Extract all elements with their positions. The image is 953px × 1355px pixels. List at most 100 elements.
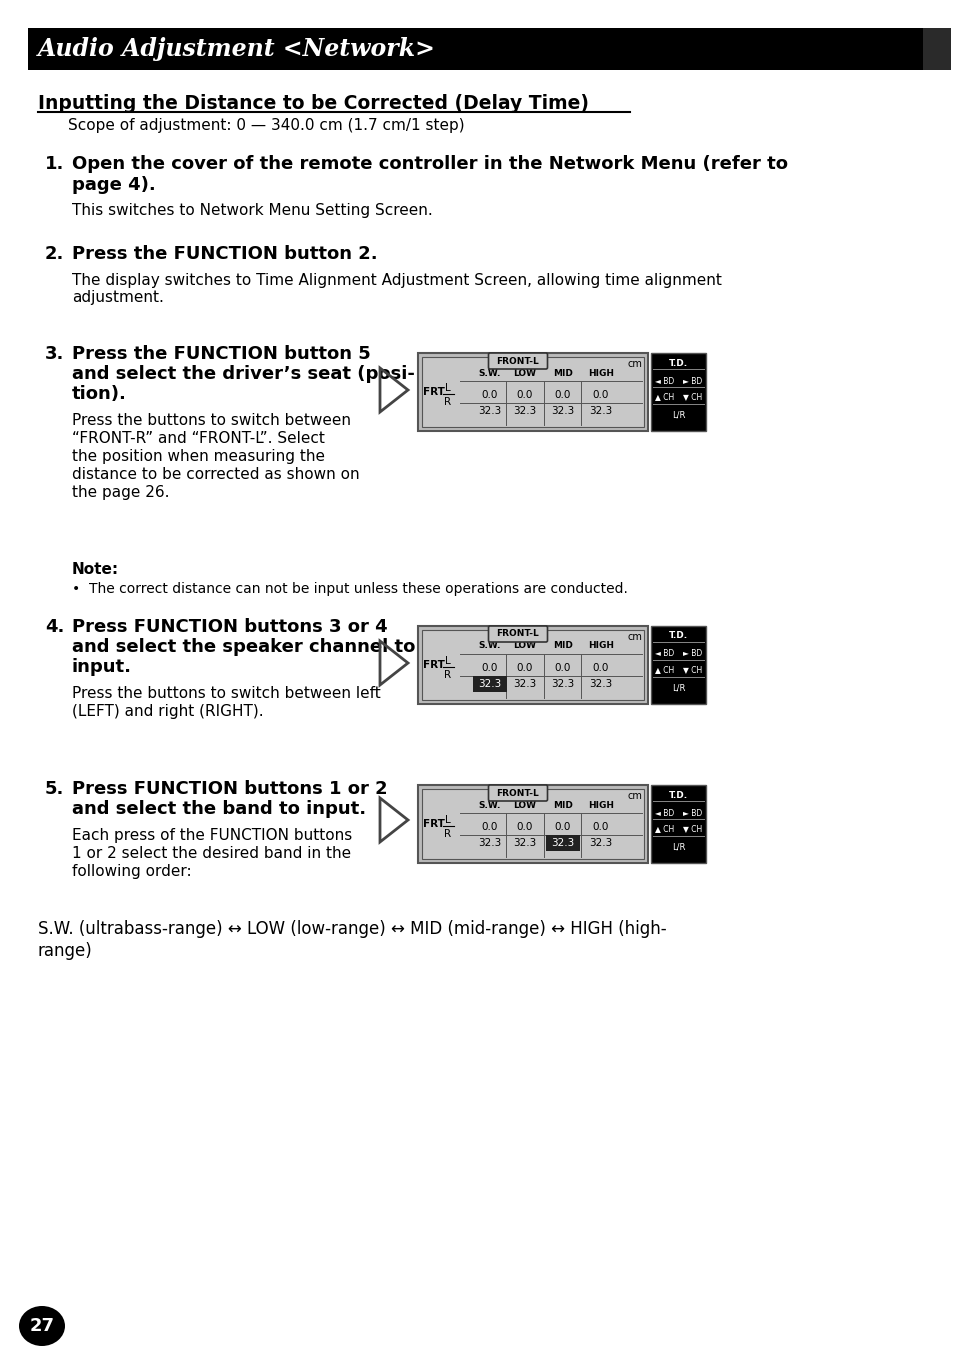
Bar (417, 785, 647, 863)
Text: L: L (445, 383, 451, 393)
Text: 1.: 1. (45, 154, 64, 173)
Text: 0.0: 0.0 (517, 822, 533, 832)
Text: ► BD: ► BD (682, 377, 701, 386)
Bar (473, 676, 506, 692)
Text: 32.3: 32.3 (589, 406, 612, 416)
Text: ◄ BD: ◄ BD (655, 809, 674, 817)
Text: 32.3: 32.3 (551, 679, 574, 688)
Bar (417, 626, 647, 705)
Text: Note:: Note: (71, 562, 119, 577)
Text: following order:: following order: (71, 864, 192, 879)
Text: cm: cm (626, 791, 641, 801)
Text: FRONT-L: FRONT-L (497, 356, 538, 366)
Bar (650, 626, 705, 705)
Text: 0.0: 0.0 (481, 663, 497, 673)
Text: MID: MID (553, 801, 573, 809)
Text: 32.3: 32.3 (589, 837, 612, 848)
Text: T.D.: T.D. (668, 359, 687, 367)
Text: LOW: LOW (513, 801, 536, 809)
Text: R: R (444, 669, 451, 680)
Text: ► BD: ► BD (682, 649, 701, 659)
Text: 0.0: 0.0 (592, 663, 609, 673)
Text: R: R (444, 829, 451, 839)
Text: Press the FUNCTION button 5: Press the FUNCTION button 5 (71, 346, 371, 363)
Text: ▲ CH: ▲ CH (655, 393, 674, 401)
Text: 32.3: 32.3 (589, 679, 612, 688)
Bar (417, 354, 647, 431)
Text: 0.0: 0.0 (517, 663, 533, 673)
Text: 32.3: 32.3 (477, 406, 501, 416)
Text: (LEFT) and right (RIGHT).: (LEFT) and right (RIGHT). (71, 705, 263, 720)
Text: distance to be corrected as shown on: distance to be corrected as shown on (71, 467, 359, 482)
Text: Scope of adjustment: 0 — 340.0 cm (1.7 cm/1 step): Scope of adjustment: 0 — 340.0 cm (1.7 c… (68, 118, 464, 133)
Text: L: L (445, 656, 451, 667)
Bar (650, 354, 705, 431)
Text: S.W. (ultrabass-range) ↔ LOW (low-range) ↔ MID (mid-range) ↔ HIGH (high-: S.W. (ultrabass-range) ↔ LOW (low-range)… (38, 920, 666, 938)
Text: T.D.: T.D. (668, 631, 687, 641)
Text: Press the FUNCTION button 2.: Press the FUNCTION button 2. (71, 245, 377, 263)
Text: Open the cover of the remote controller in the Network Menu (refer to
page 4).: Open the cover of the remote controller … (71, 154, 787, 194)
Text: 27: 27 (30, 1317, 54, 1335)
Text: 1 or 2 select the desired band in the: 1 or 2 select the desired band in the (71, 846, 351, 860)
Ellipse shape (19, 1306, 65, 1346)
Text: Each press of the FUNCTION buttons: Each press of the FUNCTION buttons (71, 828, 352, 843)
Text: FRONT-L: FRONT-L (497, 789, 538, 798)
Text: ▼ CH: ▼ CH (682, 665, 701, 675)
Text: Press FUNCTION buttons 1 or 2: Press FUNCTION buttons 1 or 2 (71, 780, 387, 798)
Text: 32.3: 32.3 (477, 837, 501, 848)
Text: HIGH: HIGH (587, 801, 614, 809)
Text: 0.0: 0.0 (555, 390, 571, 400)
Text: 4.: 4. (45, 618, 64, 635)
Text: 32.3: 32.3 (513, 406, 536, 416)
Bar (545, 835, 579, 851)
Text: the page 26.: the page 26. (71, 485, 170, 500)
Text: FRT: FRT (422, 388, 444, 397)
FancyBboxPatch shape (488, 785, 547, 801)
Text: ▼ CH: ▼ CH (682, 824, 701, 833)
Bar (650, 785, 705, 863)
Text: 0.0: 0.0 (481, 822, 497, 832)
Text: cm: cm (626, 359, 641, 369)
Text: and select the driver’s seat (posi-: and select the driver’s seat (posi- (71, 364, 415, 383)
Text: L/R: L/R (671, 843, 684, 851)
Text: 3.: 3. (45, 346, 64, 363)
Text: L: L (445, 814, 451, 825)
Text: ▼ CH: ▼ CH (682, 393, 701, 401)
Bar (28, 28, 923, 70)
Text: 32.3: 32.3 (551, 406, 574, 416)
Text: 32.3: 32.3 (513, 837, 536, 848)
Text: T.D.: T.D. (668, 790, 687, 799)
Text: ◄ BD: ◄ BD (655, 649, 674, 659)
Text: 0.0: 0.0 (555, 663, 571, 673)
Text: 0.0: 0.0 (592, 390, 609, 400)
Bar (421, 789, 643, 859)
Text: MID: MID (553, 641, 573, 650)
Text: 0.0: 0.0 (592, 822, 609, 832)
Bar (421, 356, 643, 427)
Text: 2.: 2. (45, 245, 64, 263)
Text: ▲ CH: ▲ CH (655, 824, 674, 833)
Text: L/R: L/R (671, 683, 684, 692)
Text: LOW: LOW (513, 641, 536, 650)
Text: 0.0: 0.0 (555, 822, 571, 832)
Text: 0.0: 0.0 (481, 390, 497, 400)
Text: ◄ BD: ◄ BD (655, 377, 674, 386)
Text: MID: MID (553, 369, 573, 378)
Text: 32.3: 32.3 (551, 837, 574, 848)
Text: S.W.: S.W. (478, 801, 500, 809)
Text: the position when measuring the: the position when measuring the (71, 449, 325, 463)
Text: and select the speaker channel to: and select the speaker channel to (71, 638, 415, 656)
Text: FRT: FRT (422, 818, 444, 829)
Text: ▲ CH: ▲ CH (655, 665, 674, 675)
FancyBboxPatch shape (488, 354, 547, 369)
Text: Press FUNCTION buttons 3 or 4: Press FUNCTION buttons 3 or 4 (71, 618, 387, 635)
Text: Press the buttons to switch between left: Press the buttons to switch between left (71, 686, 380, 701)
Text: Inputting the Distance to be Corrected (Delay Time): Inputting the Distance to be Corrected (… (38, 93, 588, 112)
Text: range): range) (38, 942, 92, 959)
Text: 32.3: 32.3 (513, 679, 536, 688)
Text: Audio Adjustment <Network>: Audio Adjustment <Network> (38, 37, 436, 61)
Bar (923, 28, 950, 70)
Text: 0.0: 0.0 (517, 390, 533, 400)
Text: HIGH: HIGH (587, 641, 614, 650)
FancyBboxPatch shape (488, 626, 547, 642)
